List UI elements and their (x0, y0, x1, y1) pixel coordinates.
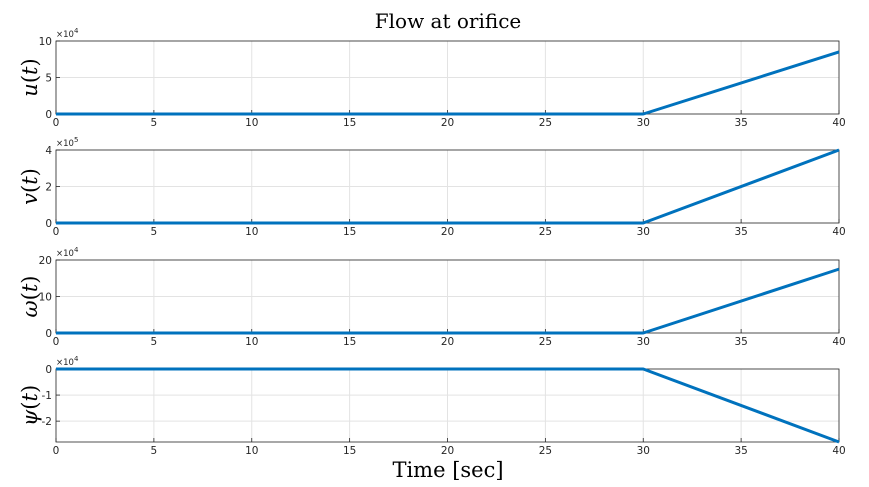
y-axis-label: ψ(t) (18, 385, 42, 426)
x-tick-label: 40 (832, 117, 845, 129)
subplot-3: 0 5 10 15 20 25 30 35 40 0 10 20 ×104 ω(t) (18, 246, 846, 348)
x-tick-label: 15 (343, 117, 356, 129)
x-tick-label: 15 (343, 226, 356, 238)
x-tick-label: 0 (53, 445, 60, 457)
x-tick-label: 0 (53, 117, 60, 129)
x-tick-label: 25 (539, 226, 552, 238)
x-tick-label: 5 (151, 336, 158, 348)
x-tick-label: 20 (441, 336, 454, 348)
x-tick-label: 25 (539, 117, 552, 129)
subplot-1: 0 5 10 15 20 25 30 35 40 0 5 10 ×104 u(t) (18, 27, 846, 129)
y-exponent-label: ×104 (56, 246, 79, 259)
series-line (56, 148, 840, 225)
chart-title: Flow at orifice (375, 9, 521, 33)
y-axis-label: v(t) (18, 168, 42, 205)
x-tick-label: 35 (734, 226, 747, 238)
y-tick-label: 0 (45, 218, 52, 230)
x-tick-label: 30 (637, 226, 650, 238)
x-tick-label: 10 (245, 226, 258, 238)
y-tick-label: 0 (45, 109, 52, 121)
y-tick-label: -1 (42, 390, 52, 402)
x-tick-label: 20 (441, 226, 454, 238)
x-tick-label: 25 (539, 336, 552, 348)
y-tick-label: 2 (45, 182, 52, 194)
x-tick-label: 10 (245, 117, 258, 129)
x-tick-label: 30 (637, 336, 650, 348)
x-tick-label: 35 (734, 336, 747, 348)
y-tick-label: 10 (39, 36, 52, 48)
x-tick-label: 25 (539, 445, 552, 457)
y-tick-label: 0 (45, 328, 52, 340)
series-line (56, 267, 840, 335)
x-tick-label: 5 (151, 445, 158, 457)
subplot-4: 0 5 10 15 20 25 30 35 40 -2 -1 0 ×104 ψ(t) (18, 355, 846, 457)
y-tick-label: -2 (42, 416, 52, 428)
y-exponent-label: ×104 (56, 355, 79, 368)
x-tick-label: 35 (734, 445, 747, 457)
x-tick-label: 30 (637, 117, 650, 129)
x-tick-label: 5 (151, 117, 158, 129)
x-tick-label: 20 (441, 445, 454, 457)
x-tick-label: 30 (637, 445, 650, 457)
y-exponent-label: ×104 (56, 27, 79, 40)
y-exponent-label: ×105 (56, 136, 78, 149)
subplot-2: 0 5 10 15 20 25 30 35 40 0 2 4 ×105 v(t) (18, 136, 846, 238)
x-tick-label: 0 (53, 226, 60, 238)
y-tick-label: 20 (39, 255, 52, 267)
x-axis-label: Time [sec] (392, 458, 503, 482)
x-tick-label: 0 (53, 336, 60, 348)
y-axis-label: u(t) (18, 58, 42, 96)
x-tick-label: 10 (245, 336, 258, 348)
y-tick-label: 4 (45, 145, 52, 157)
x-tick-label: 5 (151, 226, 158, 238)
y-tick-label: 0 (45, 364, 52, 376)
y-axis-label: ω(t) (18, 276, 42, 318)
x-tick-label: 40 (832, 226, 845, 238)
x-tick-label: 20 (441, 117, 454, 129)
series-line (56, 367, 840, 444)
x-tick-label: 40 (832, 336, 845, 348)
y-tick-label: 10 (39, 292, 52, 304)
x-tick-label: 40 (832, 445, 845, 457)
series-line (56, 50, 840, 116)
x-tick-label: 10 (245, 445, 258, 457)
x-tick-label: 35 (734, 117, 747, 129)
y-tick-label: 5 (45, 73, 52, 85)
x-tick-label: 15 (343, 336, 356, 348)
x-tick-label: 15 (343, 445, 356, 457)
